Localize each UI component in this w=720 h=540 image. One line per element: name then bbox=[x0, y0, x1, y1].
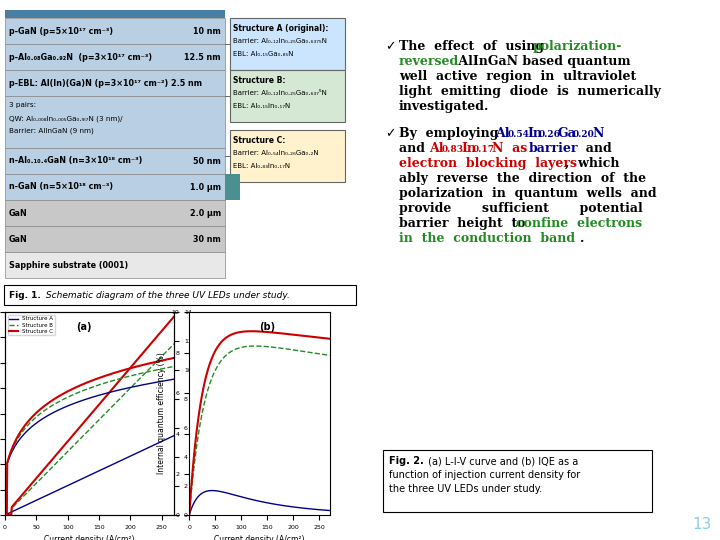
Text: Sapphire substrate (0001): Sapphire substrate (0001) bbox=[9, 260, 128, 269]
Text: Structure A (original):: Structure A (original): bbox=[233, 24, 328, 33]
Text: Schematic diagram of the three UV LEDs under study.: Schematic diagram of the three UV LEDs u… bbox=[43, 291, 290, 300]
Y-axis label: Voltage (V): Voltage (V) bbox=[197, 392, 207, 435]
Text: (a): (a) bbox=[76, 322, 91, 332]
Text: barrier  height  to: barrier height to bbox=[399, 217, 534, 230]
Text: 3 pairs:: 3 pairs: bbox=[9, 102, 36, 108]
Text: barrier: barrier bbox=[529, 142, 578, 155]
Text: ,  which: , which bbox=[565, 157, 619, 170]
Text: ✓: ✓ bbox=[385, 40, 395, 53]
Text: 0.17: 0.17 bbox=[473, 145, 495, 154]
Text: EBL: Al₀.₁₅In₀.₁₇N: EBL: Al₀.₁₅In₀.₁₇N bbox=[233, 103, 290, 109]
Text: and: and bbox=[399, 142, 433, 155]
Text: Ga: Ga bbox=[558, 127, 577, 140]
Text: Barrier: Al₀.₁₂In₀.₂₅Ga₀.₆₃₇⁵N: Barrier: Al₀.₁₂In₀.₂₅Ga₀.₆₃₇⁵N bbox=[233, 90, 327, 96]
Text: GaN: GaN bbox=[9, 208, 28, 218]
Text: 0.20: 0.20 bbox=[573, 130, 595, 139]
Text: p-GaN (p=5×10¹⁷ cm⁻³): p-GaN (p=5×10¹⁷ cm⁻³) bbox=[9, 26, 113, 36]
Text: N: N bbox=[592, 127, 603, 140]
Text: In: In bbox=[461, 142, 476, 155]
FancyBboxPatch shape bbox=[383, 450, 652, 512]
Bar bbox=[5, 174, 225, 200]
Text: Fig. 2.: Fig. 2. bbox=[389, 456, 424, 466]
Text: 1.0 μm: 1.0 μm bbox=[190, 183, 221, 192]
Text: n-Al₀.₁₀.₄GaN (n=3×10¹⁸ cm⁻³): n-Al₀.₁₀.₄GaN (n=3×10¹⁸ cm⁻³) bbox=[9, 157, 143, 165]
Bar bbox=[5, 226, 225, 252]
Text: p-EBL: Al(In)(Ga)N (p=3×10¹⁷ cm⁻²) 2.5 nm: p-EBL: Al(In)(Ga)N (p=3×10¹⁷ cm⁻²) 2.5 n… bbox=[9, 78, 202, 87]
FancyBboxPatch shape bbox=[230, 130, 345, 182]
Text: By  employing: By employing bbox=[399, 127, 508, 140]
FancyBboxPatch shape bbox=[230, 70, 345, 122]
Bar bbox=[225, 174, 240, 200]
X-axis label: Current density (A/cm²): Current density (A/cm²) bbox=[45, 535, 135, 540]
Text: confine  electrons: confine electrons bbox=[516, 217, 642, 230]
Text: Al: Al bbox=[495, 127, 510, 140]
Text: 0.54: 0.54 bbox=[508, 130, 530, 139]
Bar bbox=[5, 18, 225, 44]
Text: QW: Al₀.₀₀₈In₀.₀₀₅Ga₀.₉ₗ₇N (3 nm)/: QW: Al₀.₀₀₈In₀.₀₀₅Ga₀.₉ₗ₇N (3 nm)/ bbox=[9, 115, 122, 122]
Text: GaN: GaN bbox=[9, 234, 28, 244]
Text: electron  blocking  layers: electron blocking layers bbox=[399, 157, 577, 170]
Text: .: . bbox=[580, 232, 585, 245]
Legend: Structure A, Structure B, Structure C: Structure A, Structure B, Structure C bbox=[8, 315, 55, 335]
Text: light  emitting  diode  is  numerically: light emitting diode is numerically bbox=[399, 85, 661, 98]
Text: Barrier: Al₀.₁₂In₀.₂₅Ga₀.₆₃₇₅N: Barrier: Al₀.₁₂In₀.₂₅Ga₀.₆₃₇₅N bbox=[233, 38, 327, 44]
Text: (b): (b) bbox=[259, 322, 276, 332]
Text: The  effect  of  using: The effect of using bbox=[399, 40, 553, 53]
Text: In: In bbox=[527, 127, 542, 140]
Text: function of injection current density for: function of injection current density fo… bbox=[389, 470, 580, 480]
Text: EBL: Al₀.₈₃In₀.₁₇N: EBL: Al₀.₈₃In₀.₁₇N bbox=[233, 163, 290, 169]
Text: Al: Al bbox=[429, 142, 444, 155]
X-axis label: Current density (A/cm²): Current density (A/cm²) bbox=[214, 535, 305, 540]
Text: n-GaN (n=5×10¹⁸ cm⁻³): n-GaN (n=5×10¹⁸ cm⁻³) bbox=[9, 183, 113, 192]
Text: polarization  in  quantum  wells  and: polarization in quantum wells and bbox=[399, 187, 657, 200]
Bar bbox=[5, 96, 225, 148]
Text: 0.83: 0.83 bbox=[442, 145, 464, 154]
Text: 12.5 nm: 12.5 nm bbox=[184, 52, 221, 62]
FancyBboxPatch shape bbox=[230, 18, 345, 70]
Text: Structure C:: Structure C: bbox=[233, 136, 285, 145]
Text: investigated.: investigated. bbox=[399, 100, 490, 113]
Bar bbox=[5, 252, 225, 278]
Text: 50 nm: 50 nm bbox=[193, 157, 221, 165]
Text: 2.0 μm: 2.0 μm bbox=[190, 208, 221, 218]
Bar bbox=[5, 200, 225, 226]
Bar bbox=[5, 10, 225, 18]
Text: 30 nm: 30 nm bbox=[193, 234, 221, 244]
Text: and: and bbox=[577, 142, 612, 155]
Text: 13: 13 bbox=[693, 517, 712, 532]
Text: ✓: ✓ bbox=[385, 127, 395, 140]
Text: in  the  conduction  band: in the conduction band bbox=[399, 232, 575, 245]
FancyBboxPatch shape bbox=[4, 285, 356, 305]
Text: provide       sufficient       potential: provide sufficient potential bbox=[399, 202, 643, 215]
Text: (a) L-I-V curve and (b) IQE as a: (a) L-I-V curve and (b) IQE as a bbox=[425, 456, 578, 466]
Text: Structure B:: Structure B: bbox=[233, 76, 286, 85]
Text: the three UV LEDs under study.: the three UV LEDs under study. bbox=[389, 484, 542, 494]
Text: 10 nm: 10 nm bbox=[193, 26, 221, 36]
Bar bbox=[5, 44, 225, 70]
Text: N  as: N as bbox=[492, 142, 536, 155]
Text: ably  reverse  the  direction  of  the: ably reverse the direction of the bbox=[399, 172, 646, 185]
Text: p-Al₀.₀₈Ga₀.₉₂N  (p=3×10¹⁷ cm⁻³): p-Al₀.₀₈Ga₀.₉₂N (p=3×10¹⁷ cm⁻³) bbox=[9, 52, 152, 62]
Text: polarization-: polarization- bbox=[533, 40, 622, 53]
Text: AlInGaN based quantum: AlInGaN based quantum bbox=[454, 55, 631, 68]
Bar bbox=[5, 70, 225, 96]
Bar bbox=[5, 148, 225, 174]
Text: Fig. 1.: Fig. 1. bbox=[9, 291, 41, 300]
Text: EBL: Al₀.₁₅Ga₀.₈₅N: EBL: Al₀.₁₅Ga₀.₈₅N bbox=[233, 51, 294, 57]
Text: 0.26: 0.26 bbox=[539, 130, 561, 139]
Text: Barrier: AlInGaN (9 nm): Barrier: AlInGaN (9 nm) bbox=[9, 128, 94, 134]
Text: Barrier: Al₀.₅₄In₀.₂₆Ga₀.₂N: Barrier: Al₀.₅₄In₀.₂₆Ga₀.₂N bbox=[233, 150, 319, 156]
Y-axis label: Internal quantum efficiency (%): Internal quantum efficiency (%) bbox=[157, 353, 166, 474]
Text: well  active  region  in  ultraviolet: well active region in ultraviolet bbox=[399, 70, 636, 83]
Text: reversed: reversed bbox=[399, 55, 459, 68]
